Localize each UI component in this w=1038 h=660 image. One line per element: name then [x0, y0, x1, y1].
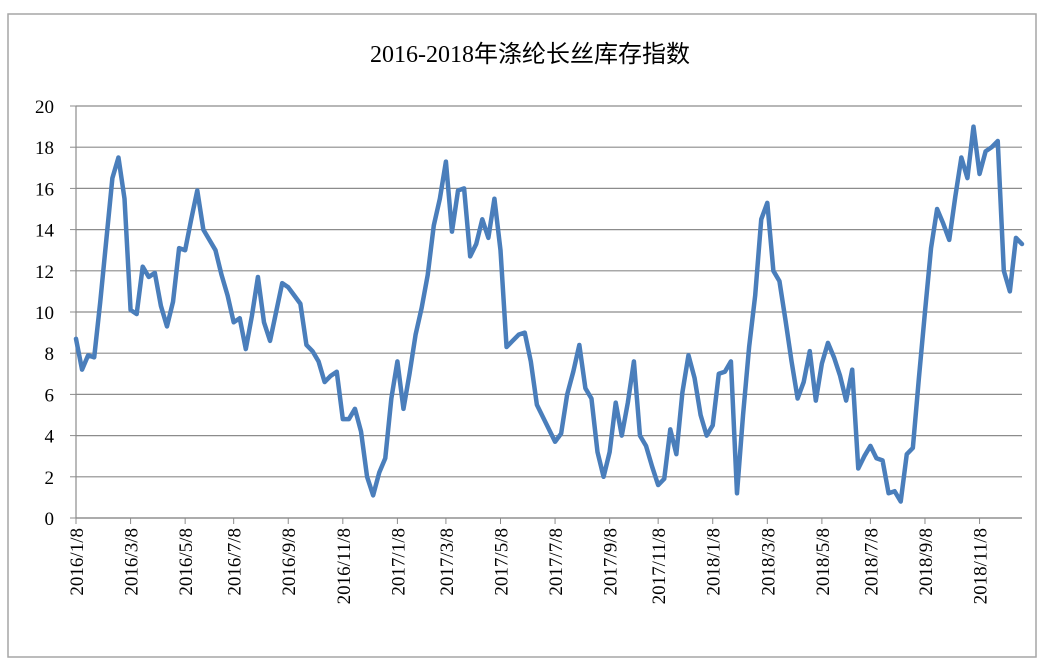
x-tick-label: 2018/7/8: [861, 528, 882, 596]
x-tick-label: 2018/1/8: [704, 528, 725, 596]
x-tick-label: 2017/9/8: [601, 528, 622, 596]
x-tick-label: 2017/7/8: [546, 528, 567, 596]
x-tick-label: 2018/3/8: [758, 528, 779, 596]
y-tick-label: 20: [35, 97, 54, 118]
y-tick-label: 2: [45, 468, 55, 489]
x-tick-label: 2017/3/8: [437, 528, 458, 596]
x-tick-label: 2018/11/8: [971, 528, 992, 604]
x-tick-label: 2016/9/8: [279, 528, 300, 596]
x-tick-label: 2016/1/8: [67, 528, 88, 596]
x-tick-label: 2016/3/8: [122, 528, 143, 596]
x-tick-label: 2017/5/8: [491, 528, 512, 596]
y-tick-label: 6: [45, 385, 55, 406]
chart-title: 2016-2018年涤纶长丝库存指数: [370, 41, 690, 68]
x-tick-label: 2016/11/8: [334, 528, 355, 604]
y-tick-label: 14: [35, 221, 55, 242]
y-tick-label: 0: [45, 509, 55, 530]
x-tick-label: 2018/5/8: [813, 528, 834, 596]
y-tick-label: 4: [45, 427, 55, 448]
y-tick-label: 10: [35, 303, 54, 324]
x-tick-label: 2017/1/8: [388, 528, 409, 596]
y-tick-label: 18: [35, 138, 54, 159]
data-line: [73, 124, 1025, 504]
x-tick-label: 2017/11/8: [649, 528, 670, 604]
x-tick-label: 2016/7/8: [225, 528, 246, 596]
y-tick-label: 8: [45, 344, 55, 365]
x-tick-label: 2018/9/8: [916, 528, 937, 596]
x-tick-label: 2016/5/8: [176, 528, 197, 596]
y-tick-label: 16: [35, 179, 54, 200]
y-tick-label: 12: [35, 262, 54, 283]
